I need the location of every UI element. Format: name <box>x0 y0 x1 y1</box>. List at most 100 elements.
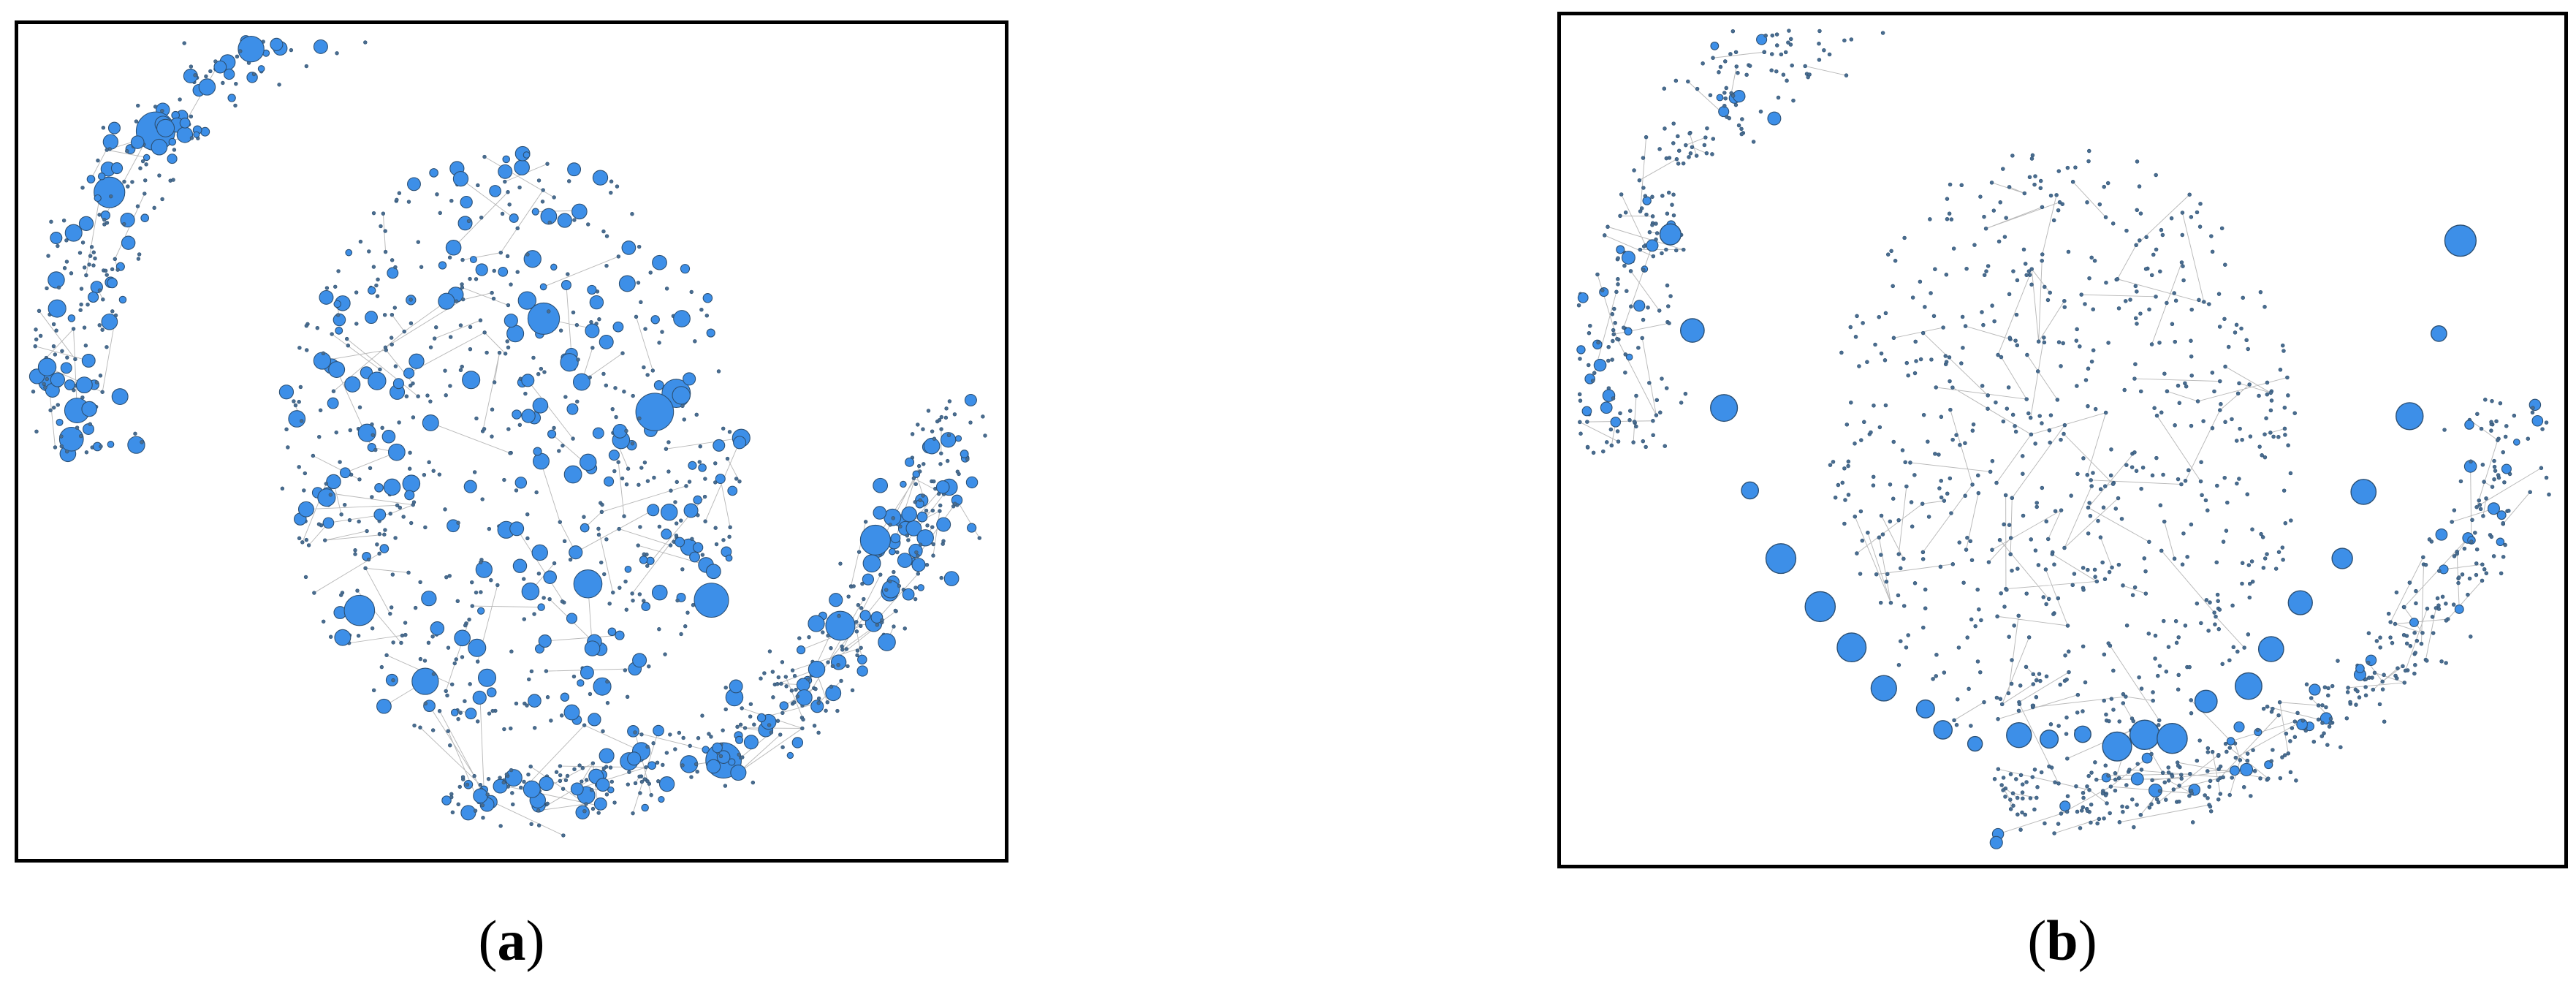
node <box>792 700 797 705</box>
node <box>525 536 530 541</box>
node <box>1994 695 1999 700</box>
node <box>80 240 86 245</box>
node <box>2151 690 2155 694</box>
node <box>2324 705 2328 710</box>
node <box>574 322 580 327</box>
node <box>1704 151 1709 156</box>
node <box>2135 208 2139 213</box>
node <box>392 306 397 310</box>
hub-node <box>1915 699 1935 719</box>
node <box>2205 796 2210 800</box>
node <box>31 390 36 394</box>
node <box>53 445 58 450</box>
node <box>2083 378 2089 382</box>
node <box>2167 778 2171 783</box>
node <box>563 778 569 783</box>
node <box>2078 826 2083 830</box>
node <box>109 194 113 199</box>
node <box>1950 562 1956 567</box>
node <box>1968 539 1973 544</box>
hub-node <box>2350 479 2377 505</box>
node <box>1858 572 1863 576</box>
node <box>794 687 798 692</box>
node <box>1949 511 1953 515</box>
node <box>1970 482 1975 487</box>
node <box>534 490 539 495</box>
node <box>2218 764 2223 769</box>
node <box>625 694 630 700</box>
node <box>2081 795 2086 800</box>
node <box>623 668 628 672</box>
node <box>2309 696 2314 700</box>
node <box>1590 379 1595 383</box>
hub-node <box>706 328 715 338</box>
hub-node <box>151 138 168 156</box>
node <box>2121 583 2125 588</box>
hub-node <box>2157 723 2188 754</box>
node <box>45 286 49 291</box>
node <box>2074 784 2078 789</box>
hub-node <box>118 295 127 304</box>
node <box>1948 379 1952 384</box>
node <box>363 40 368 45</box>
node <box>444 689 448 694</box>
node <box>416 240 420 244</box>
node <box>2316 717 2321 722</box>
node <box>2473 531 2477 535</box>
node <box>460 655 465 659</box>
node <box>152 205 156 211</box>
node <box>939 414 944 420</box>
node <box>51 344 56 349</box>
node <box>571 436 575 441</box>
node <box>2354 702 2358 707</box>
node <box>580 779 584 784</box>
node <box>1639 206 1644 211</box>
hub-node <box>140 213 150 222</box>
node <box>721 728 725 732</box>
node <box>1982 273 1987 278</box>
hub-node <box>917 584 924 591</box>
node <box>444 575 449 580</box>
node <box>2217 607 2222 612</box>
node <box>411 500 417 504</box>
node <box>1733 102 1739 107</box>
node <box>806 677 810 682</box>
node <box>96 158 100 163</box>
node <box>926 409 931 413</box>
caption-a-open: ( <box>478 909 498 972</box>
node <box>2105 181 2110 186</box>
hub-node <box>278 384 295 400</box>
node <box>2539 466 2544 471</box>
node <box>102 217 107 222</box>
node <box>2179 773 2184 777</box>
node <box>1871 483 1876 488</box>
hub-node <box>2229 765 2240 776</box>
node <box>105 273 109 277</box>
node <box>855 653 859 658</box>
node <box>1788 37 1793 42</box>
node <box>87 262 91 267</box>
hub-node <box>288 410 306 428</box>
node <box>767 723 772 727</box>
hub-node <box>422 414 439 431</box>
hub-node <box>198 78 216 96</box>
node <box>135 204 140 208</box>
node <box>2420 631 2425 635</box>
node <box>2158 269 2162 274</box>
node <box>2442 428 2447 432</box>
node <box>1695 86 1700 91</box>
node <box>939 575 943 580</box>
node <box>2078 344 2082 349</box>
hub-node <box>365 311 378 325</box>
node <box>878 572 883 577</box>
node <box>913 482 918 486</box>
node <box>2001 167 2005 171</box>
hub-node <box>1870 675 1897 702</box>
node <box>1889 249 1893 254</box>
node <box>1657 308 1662 313</box>
hub-node <box>404 490 415 501</box>
node <box>2259 531 2263 537</box>
node <box>602 572 607 577</box>
node <box>839 678 843 683</box>
node <box>1788 42 1793 47</box>
